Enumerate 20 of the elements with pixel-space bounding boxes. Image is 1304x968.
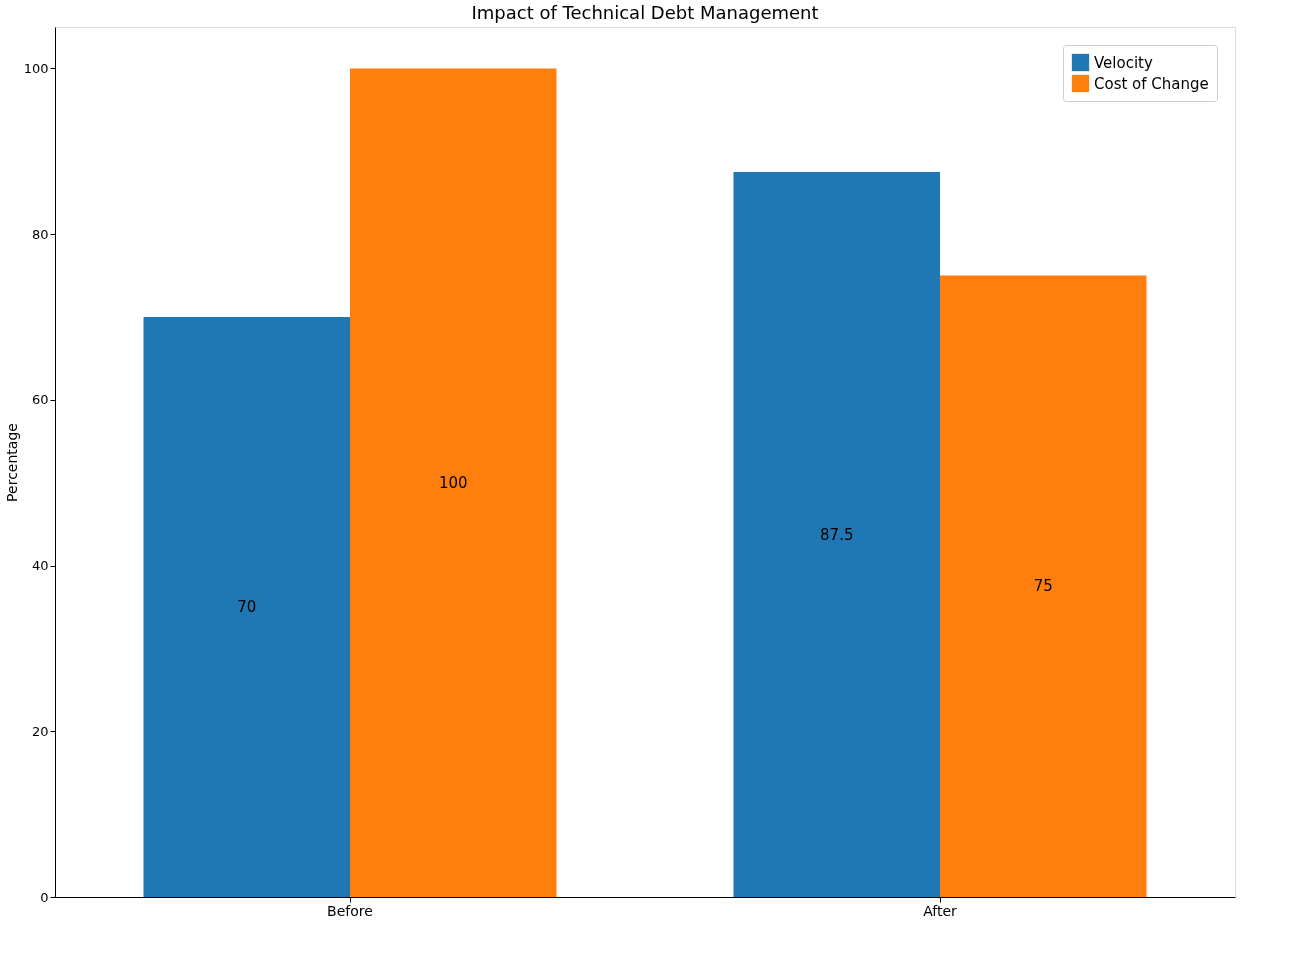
y-tick-label: 40: [31, 558, 49, 574]
data-label: 75: [1033, 577, 1053, 596]
y-tick-label: 0: [40, 889, 49, 905]
bar: [143, 317, 350, 897]
bar: [940, 275, 1147, 897]
y-tick-label: 60: [31, 392, 49, 408]
y-tick-label: 100: [23, 60, 49, 76]
bar: [733, 172, 940, 897]
y-tick-label: 80: [31, 226, 49, 242]
legend-label: Cost of Change: [1094, 74, 1209, 93]
bar: [350, 68, 557, 897]
x-tick-label: After: [923, 902, 958, 919]
legend-label: Velocity: [1094, 53, 1153, 72]
y-tick-label: 20: [31, 723, 49, 739]
y-axis-title: Percentage: [3, 423, 20, 502]
data-label: 70: [237, 598, 257, 616]
chart-title: Impact of Technical Debt Management: [471, 2, 819, 23]
data-label: 87.5: [820, 525, 854, 544]
x-tick-label: Before: [327, 902, 373, 919]
data-label: 100: [438, 473, 468, 492]
